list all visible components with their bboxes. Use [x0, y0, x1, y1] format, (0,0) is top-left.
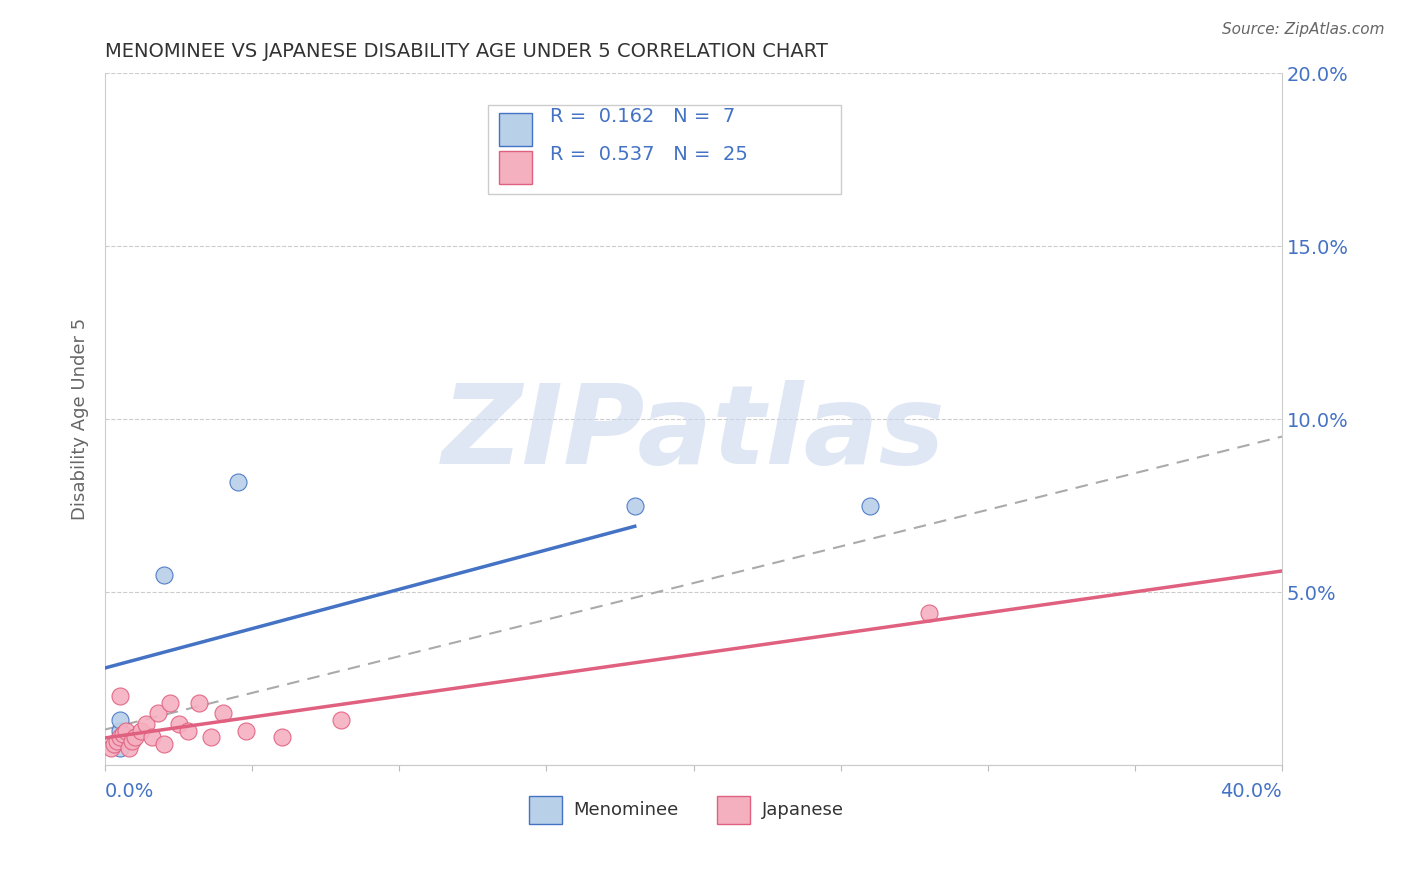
Text: MENOMINEE VS JAPANESE DISABILITY AGE UNDER 5 CORRELATION CHART: MENOMINEE VS JAPANESE DISABILITY AGE UND…: [105, 42, 828, 61]
Point: [111, 727, 134, 741]
Text: 40.0%: 40.0%: [1220, 782, 1282, 801]
Point: [100, 740, 122, 755]
Point: [212, 706, 235, 721]
Point: [859, 499, 882, 513]
Point: [108, 740, 131, 755]
Point: [623, 499, 645, 513]
Point: [235, 723, 257, 738]
Point: [141, 731, 163, 745]
Point: [135, 716, 157, 731]
Point: [226, 475, 249, 489]
Point: [108, 713, 131, 727]
Text: R =  0.162   N =  7: R = 0.162 N = 7: [550, 107, 735, 126]
Bar: [499, 151, 533, 184]
Point: [121, 734, 143, 748]
Bar: [529, 797, 562, 824]
Text: Source: ZipAtlas.com: Source: ZipAtlas.com: [1222, 22, 1385, 37]
Text: ZIPatlas: ZIPatlas: [441, 380, 945, 487]
Point: [118, 740, 141, 755]
Bar: [499, 113, 533, 146]
Bar: [717, 797, 749, 824]
Point: [176, 723, 198, 738]
Point: [159, 696, 181, 710]
Point: [108, 731, 131, 745]
Y-axis label: Disability Age Under 5: Disability Age Under 5: [72, 318, 89, 520]
Point: [153, 737, 176, 751]
Point: [200, 731, 222, 745]
Point: [188, 696, 211, 710]
Text: Japanese: Japanese: [762, 801, 844, 819]
Point: [129, 723, 152, 738]
Point: [329, 713, 352, 727]
Point: [918, 606, 941, 620]
Point: [146, 706, 169, 721]
Point: [108, 689, 131, 703]
Point: [124, 731, 146, 745]
FancyBboxPatch shape: [488, 104, 841, 194]
Point: [108, 723, 131, 738]
Point: [167, 716, 190, 731]
Text: R =  0.537   N =  25: R = 0.537 N = 25: [550, 145, 748, 164]
Point: [270, 731, 292, 745]
Point: [114, 723, 136, 738]
Text: 0.0%: 0.0%: [105, 782, 155, 801]
Point: [103, 737, 125, 751]
Text: Menominee: Menominee: [574, 801, 679, 819]
Point: [105, 734, 128, 748]
Point: [153, 567, 176, 582]
